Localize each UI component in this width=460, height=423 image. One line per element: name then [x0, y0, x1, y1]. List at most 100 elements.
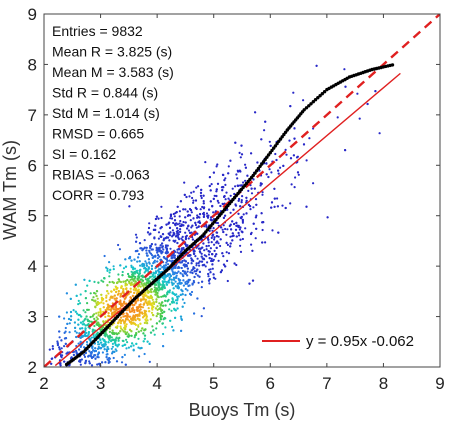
scatter-point [144, 294, 147, 297]
scatter-point [236, 184, 240, 187]
scatter-point [153, 276, 156, 279]
scatter-point [215, 188, 218, 191]
scatter-point [250, 243, 253, 246]
scatter-point [109, 268, 112, 271]
scatter-point [203, 249, 206, 252]
scatter-point [97, 321, 100, 324]
scatter-point [229, 235, 232, 238]
scatter-point [209, 200, 212, 203]
scatter-point [277, 231, 280, 234]
scatter-point [63, 360, 66, 363]
scatter-point [172, 212, 175, 216]
scatter-point [180, 288, 183, 291]
scatter-point [141, 276, 144, 279]
scatter-point [239, 244, 242, 247]
scatter-point [252, 222, 255, 225]
scatter-point [174, 276, 177, 279]
scatter-point [195, 226, 198, 229]
scatter-point [179, 293, 182, 296]
scatter-point [190, 262, 193, 265]
scatter-point [115, 360, 119, 363]
scatter-point [90, 336, 93, 339]
scatter-point [84, 317, 87, 320]
y-tick-label: 4 [28, 257, 37, 276]
scatter-point [182, 284, 185, 287]
scatter-point [85, 315, 88, 318]
scatter-point [168, 239, 171, 242]
scatter-point [276, 197, 279, 200]
scatter-point [106, 290, 109, 293]
scatter-point [237, 199, 240, 202]
scatter-point [133, 309, 136, 312]
scatter-point [290, 183, 293, 186]
scatter-point [108, 334, 112, 337]
scatter-point [226, 259, 229, 262]
scatter-point [270, 171, 273, 174]
scatter-point [277, 169, 280, 172]
scatter-point [222, 255, 225, 258]
scatter-point [119, 322, 122, 325]
scatter-point [114, 305, 118, 308]
scatter-point [191, 196, 194, 200]
scatter-point [169, 217, 172, 220]
scatter-point [97, 356, 100, 359]
scatter-point [181, 305, 184, 308]
scatter-point [253, 187, 256, 190]
scatter-point [102, 297, 105, 301]
scatter-point [176, 232, 179, 235]
scatter-point [72, 350, 75, 353]
scatter-point [126, 335, 129, 338]
scatter-point [143, 352, 146, 356]
scatter-point [213, 243, 216, 246]
scatter-point [211, 263, 214, 266]
scatter-point [199, 194, 203, 197]
scatter-point [173, 278, 176, 281]
scatter-point [124, 324, 127, 327]
scatter-point [200, 252, 203, 255]
scatter-point [196, 274, 199, 277]
scatter-point [147, 258, 150, 261]
scatter-point [82, 323, 86, 326]
scatter-point [174, 280, 177, 283]
scatter-point [105, 350, 109, 353]
scatter-point [144, 318, 147, 321]
legend: y = 0.95x -0.062 [262, 333, 414, 350]
scatter-point [238, 234, 241, 237]
scatter-point [239, 226, 242, 229]
scatter-point [186, 270, 189, 273]
scatter-point [120, 286, 123, 289]
scatter-point [186, 274, 189, 277]
scatter-point [120, 327, 123, 330]
scatter-point [147, 291, 150, 294]
scatter-point [130, 345, 133, 348]
scatter-point [87, 331, 90, 334]
scatter-point [207, 275, 210, 278]
scatter-point [86, 318, 89, 321]
scatter-point [210, 219, 213, 222]
scatter-point [184, 208, 187, 211]
scatter-point [130, 330, 133, 333]
scatter-point [209, 271, 212, 274]
scatter-point [235, 224, 238, 227]
scatter-point [162, 318, 165, 321]
scatter-point [68, 331, 71, 334]
scatter-point [202, 207, 205, 210]
scatter-point [100, 293, 103, 296]
scatter-point [229, 211, 232, 214]
scatter-point [147, 307, 150, 310]
scatter-point [273, 187, 276, 190]
scatter-point [164, 251, 168, 255]
scatter-point [212, 197, 215, 200]
scatter-point [185, 265, 188, 268]
scatter-point [239, 184, 242, 187]
scatter-point [207, 279, 211, 282]
scatter-point [51, 357, 54, 360]
scatter-point [120, 293, 123, 296]
scatter-point [155, 298, 158, 301]
scatter-point [156, 308, 159, 311]
scatter-point [149, 318, 152, 321]
scatter-point [180, 249, 183, 252]
scatter-point [108, 298, 111, 301]
scatter-point [121, 356, 124, 359]
scatter-point [80, 315, 83, 318]
